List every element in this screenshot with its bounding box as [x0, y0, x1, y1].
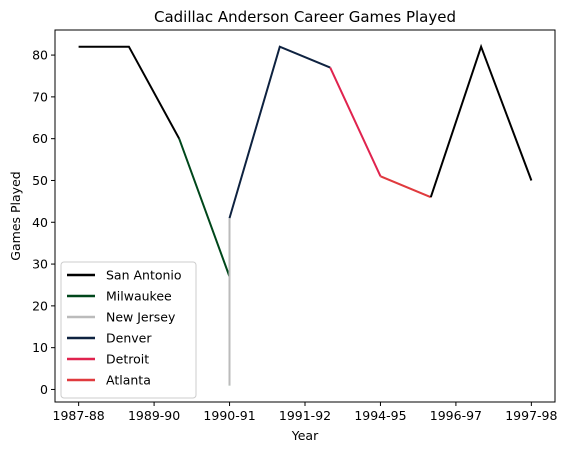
y-tick-label: 0 [40, 382, 48, 397]
y-tick-label: 70 [32, 89, 48, 104]
y-tick-label: 60 [32, 131, 48, 146]
x-tick-label: 1991-92 [279, 408, 331, 423]
legend-label: New Jersey [106, 310, 176, 325]
series-line-0 [78, 45, 181, 140]
legend: San Antonio Milwaukee New Jersey Denver Detr… [60, 261, 197, 399]
x-axis: 1987-88 1989-90 1990-91 1991-92 1994-95 1996-… [53, 402, 558, 423]
series-line-4 [329, 67, 382, 177]
x-tick-label: 1994-95 [354, 408, 406, 423]
legend-label: Atlanta [106, 373, 151, 388]
y-tick-label: 20 [32, 298, 48, 313]
x-tick-label: 1990-91 [203, 408, 255, 423]
y-tick-label: 10 [32, 340, 48, 355]
legend-label: San Antonio [106, 268, 182, 283]
series-line-6 [429, 43, 533, 198]
legend-label: Detroit [106, 352, 149, 367]
x-axis-title: Year [291, 428, 319, 443]
x-tick-label: 1989-90 [128, 408, 180, 423]
y-axis: 0 10 20 30 40 50 60 70 80 [32, 48, 55, 397]
legend-label: Milwaukee [106, 289, 172, 304]
legend-label: Denver [106, 331, 152, 346]
y-tick-label: 50 [32, 173, 48, 188]
y-axis-title: Games Played [8, 171, 23, 260]
y-tick-label: 30 [32, 257, 48, 272]
x-tick-label: 1987-88 [53, 408, 105, 423]
series-lines [78, 43, 533, 386]
series-line-3 [228, 45, 331, 219]
x-tick-label: 1997-98 [505, 408, 557, 423]
series-line-5 [380, 175, 432, 199]
x-tick-label: 1996-97 [430, 408, 482, 423]
chart-title: Cadillac Anderson Career Games Played [154, 8, 456, 26]
y-tick-label: 80 [32, 48, 48, 63]
y-tick-label: 40 [32, 215, 48, 230]
